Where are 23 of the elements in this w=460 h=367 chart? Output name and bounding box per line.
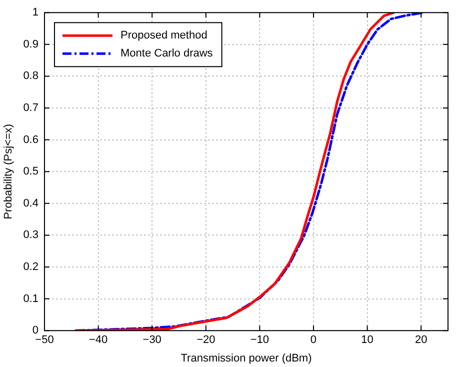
y-axis-title: Probability (Psj<=x)	[2, 124, 15, 220]
y-tick-label: 1	[32, 6, 38, 19]
y-tick-label: 0.8	[23, 70, 38, 82]
x-tick-label: 0	[310, 334, 317, 346]
y-tick-label: 0.7	[23, 102, 38, 114]
y-tick-label: 0.4	[23, 197, 38, 210]
y-tick-label: 0.3	[23, 229, 38, 242]
x-tick-label: −30	[142, 334, 162, 346]
x-tick-label: 20	[414, 334, 428, 346]
x-tick-label: −20	[196, 334, 216, 346]
y-tick-label: 0.6	[23, 134, 38, 146]
x-tick-label: −40	[88, 334, 108, 346]
y-tick-label: 0.2	[23, 261, 38, 274]
y-tick-label: 0.9	[23, 38, 38, 50]
legend-label: Monte Carlo draws	[120, 48, 214, 60]
legend-label: Proposed method	[120, 30, 208, 42]
y-tick-label: 0.1	[23, 292, 38, 305]
x-tick-label: −10	[250, 334, 270, 346]
x-tick-label: −50	[35, 334, 54, 346]
x-axis-title: Transmission power (dBm)	[180, 352, 312, 364]
y-tick-label: 0.5	[23, 166, 38, 178]
x-tick-label: 10	[361, 334, 374, 346]
y-tick-label: 0	[32, 324, 38, 337]
